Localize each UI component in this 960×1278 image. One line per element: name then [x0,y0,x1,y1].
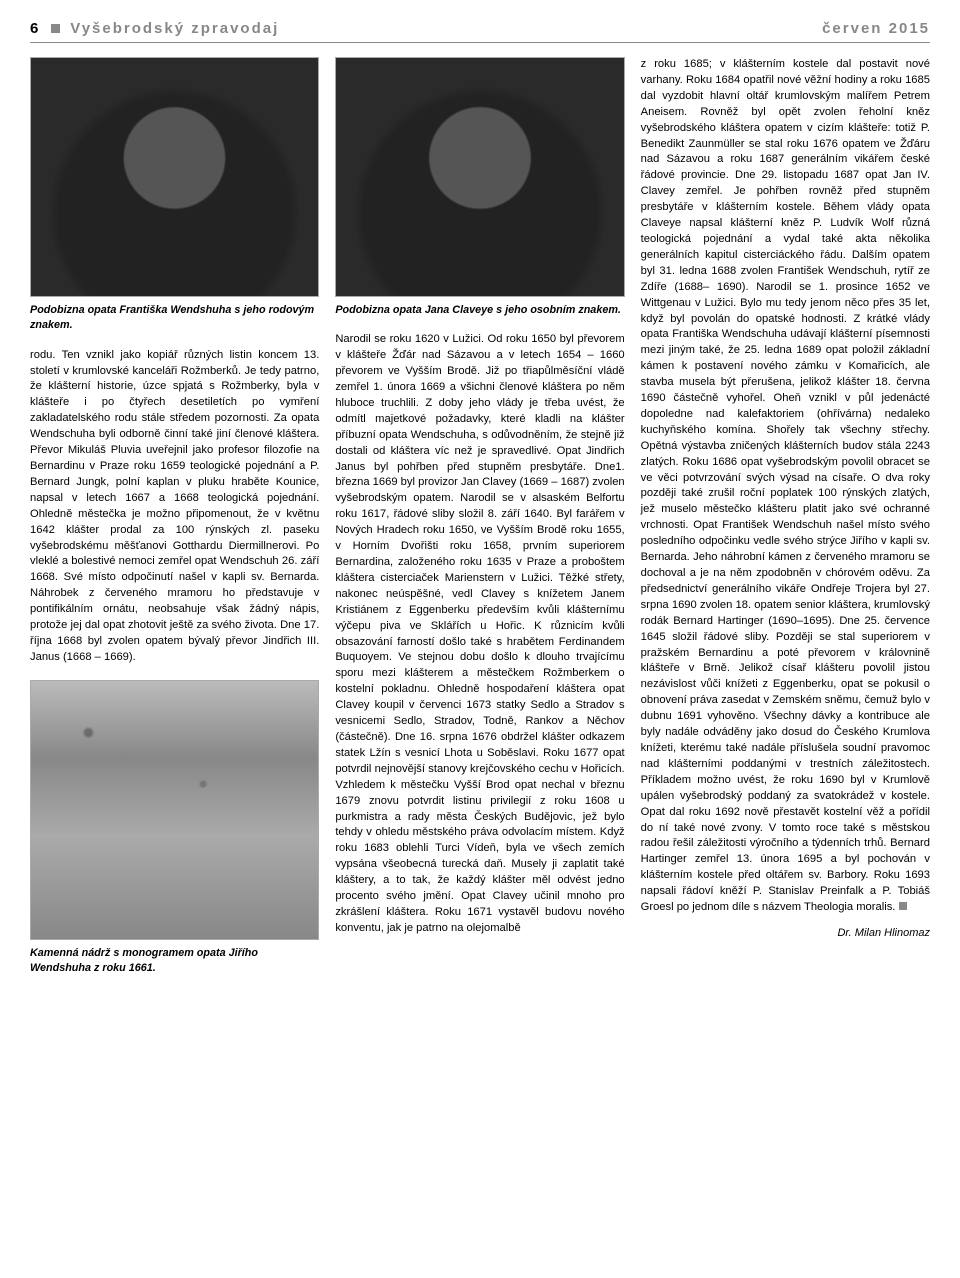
caption-1: Podobizna opata Františka Wendshuha s je… [30,303,319,334]
caption-3: Kamenná nádrž s monogramem opata Jiřího … [30,946,319,977]
caption-2: Podobizna opata Jana Claveye s jeho osob… [335,303,624,318]
illustration-3 [30,680,319,940]
square-icon [51,24,60,33]
page-number: 6 [30,20,38,37]
content-columns: Podobizna opata Františka Wendshuha s je… [30,57,930,990]
author-signature: Dr. Milan Hlinomaz [641,926,930,942]
issue-date: červen 2015 [822,20,930,37]
illustration-2 [335,57,624,297]
publication-title: Vyšebrodský zpravodaj [70,20,279,37]
col3-body: z roku 1685; v klášterním kostele dal po… [641,57,930,916]
column-3: z roku 1685; v klášterním kostele dal po… [641,57,930,990]
end-square-icon [899,902,907,910]
col2-body: Narodil se roku 1620 v Lužici. Od roku 1… [335,332,624,936]
column-2: Podobizna opata Jana Claveye s jeho osob… [335,57,624,990]
illustration-1 [30,57,319,297]
header-left: 6 Vyšebrodský zpravodaj [30,20,279,38]
page-header: 6 Vyšebrodský zpravodaj červen 2015 [30,20,930,43]
col1-body: rodu. Ten vznikl jako kopiář různých lis… [30,348,319,666]
column-1: Podobizna opata Františka Wendshuha s je… [30,57,319,990]
